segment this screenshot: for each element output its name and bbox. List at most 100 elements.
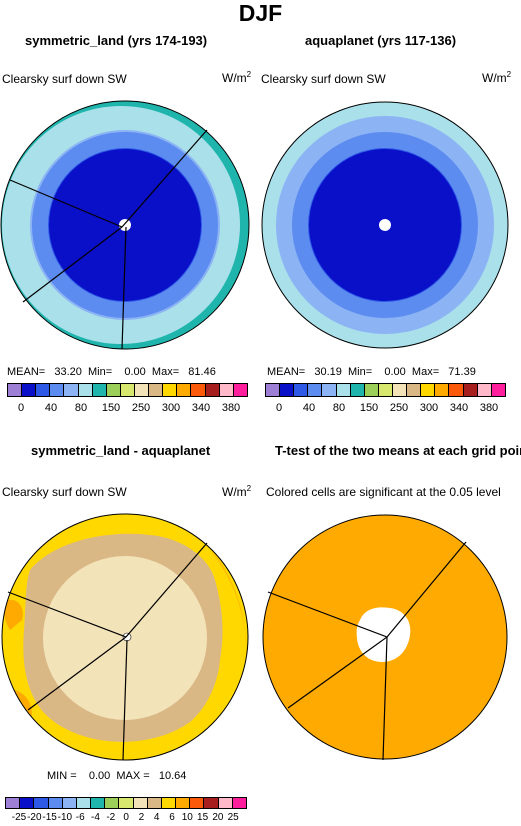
panel-title-aquaplanet: aquaplanet (yrs 117-136) [305,33,457,48]
colorbar-swatch [176,383,192,397]
colorbar-swatch [90,797,106,809]
colorbar-tick-label: 15 [197,812,209,823]
colorbar-swatch [204,383,220,397]
colorbar-ticks-p3: -25 -20 -15 -10 -6 -4 -2 0 2 4 6 10 15 20 25 [5,812,246,826]
colorbar-swatch [148,383,164,397]
colorbar-tick-label: 20 [212,812,224,823]
colorbar-swatch [47,797,63,809]
colorbar-swatch [349,383,365,397]
colorbar-swatch [476,383,492,397]
colorbar-swatch [335,383,351,397]
unit-label-p3: W/m2 [222,484,252,499]
colorbar-tick-label: 2 [138,812,145,823]
colorbar-tick-label: 380 [479,402,499,414]
colorbar-swatch [391,383,408,397]
colorbar-tick-label: 250 [131,402,151,414]
stats-p2: MEAN= 30.19 Min= 0.00 Max= 71.39 [267,366,476,378]
colorbar-swatch [293,383,309,397]
colorbar-tick-label: -4 [91,812,100,823]
colorbar-tick-label: 380 [221,402,241,414]
colorbar-tick-label: 6 [169,812,175,823]
colorbar-swatch [104,797,120,809]
colorbar-p1 [7,383,248,397]
panel-title-difference: symmetric_land - aquaplanet [31,443,211,458]
colorbar-tick-label: 40 [302,402,316,414]
colorbar-tick-label: 0 [123,812,129,823]
colorbar-tick-label: -2 [106,812,116,823]
colorbar-swatch [175,797,191,809]
colorbar-tick-label: 25 [227,812,239,823]
significance-label: Colored cells are significant at the 0.0… [266,485,501,499]
variable-label-p3: Clearsky surf down SW [2,485,127,499]
colorbar-tick-label: -6 [75,812,85,823]
colorbar-swatch [5,797,21,809]
colorbar-tick-label: 340 [449,402,469,414]
colorbar-swatch [146,797,162,809]
stats-p3: MIN = 0.00 MAX = 10.64 [47,770,187,782]
colorbar-swatch [63,383,79,397]
colorbar-tick-label: 340 [191,402,211,414]
colorbar-swatch [190,383,206,397]
colorbar-tick-label: -10 [57,812,73,823]
stats-p1: MEAN= 33.20 Min= 0.00 Max= 81.46 [7,366,216,378]
colorbar-swatch [91,383,107,397]
colorbar-swatch [21,383,37,397]
colorbar-tick-label: 250 [389,402,409,414]
colorbar-tick-label: 80 [332,402,346,414]
colorbar-swatch [279,383,295,397]
colorbar-tick-label: 10 [181,812,193,823]
colorbar-swatch [7,383,23,397]
colorbar-swatch [35,383,51,397]
colorbar-swatch [218,383,234,397]
colorbar-tick-label: 300 [419,402,439,414]
colorbar-swatch [105,383,121,397]
colorbar-p3 [5,797,247,809]
colorbar-swatch [462,383,478,397]
colorbar-swatch [118,797,134,809]
variable-label-p2: Clearsky surf down SW [261,72,386,86]
colorbar-tick-label: 0 [17,402,25,414]
colorbar-swatch [49,383,65,397]
colorbar-p2 [265,383,506,397]
colorbar-swatch [77,383,93,397]
colorbar-swatch [132,797,148,809]
variable-label-p1: Clearsky surf down SW [2,72,127,86]
colorbar-swatch [133,383,150,397]
colorbar-swatch [363,383,379,397]
colorbar-swatch [321,383,337,397]
polar-map-ttest [262,514,508,761]
colorbar-swatch [406,383,422,397]
unit-label-p2: W/m2 [482,70,512,85]
panel-title-symmetric-land: symmetric_land (yrs 174-193) [25,33,208,48]
colorbar-swatch [448,383,464,397]
unit-label-p1: W/m2 [222,70,252,85]
colorbar-tick-label: -15 [42,812,57,823]
colorbar-tick-label: 300 [161,402,181,414]
page-title: DJF [238,0,283,26]
colorbar-tick-label: -25 [11,812,27,823]
colorbar-swatch [490,383,506,397]
colorbar-tick-label: 4 [153,812,160,823]
colorbar-swatch [19,797,35,809]
colorbar-swatch [232,383,248,397]
colorbar-swatch [265,383,281,397]
panel-title-ttest: T-test of the two means at each grid poi… [275,443,521,458]
colorbar-tick-label: 150 [359,402,379,414]
colorbar-swatch [75,797,92,809]
colorbar-swatch [119,383,135,397]
colorbar-ticks-p2: 0 40 80 150 250 300 340 380 [265,402,505,416]
colorbar-swatch [203,797,219,809]
polar-map-aquaplanet [261,101,509,349]
colorbar-swatch [33,797,49,809]
colorbar-swatch [162,383,178,397]
polar-map-difference [1,513,249,761]
colorbar-swatch [160,797,177,809]
colorbar-swatch [434,383,450,397]
colorbar-tick-label: -20 [27,812,42,823]
colorbar-swatch [189,797,205,809]
colorbar-ticks-p1: 0 40 80 150 250 300 340 380 [7,402,247,416]
colorbar-tick-label: 40 [44,402,58,414]
colorbar-tick-label: 0 [275,402,283,414]
colorbar-swatch [61,797,77,809]
colorbar-swatch [377,383,393,397]
